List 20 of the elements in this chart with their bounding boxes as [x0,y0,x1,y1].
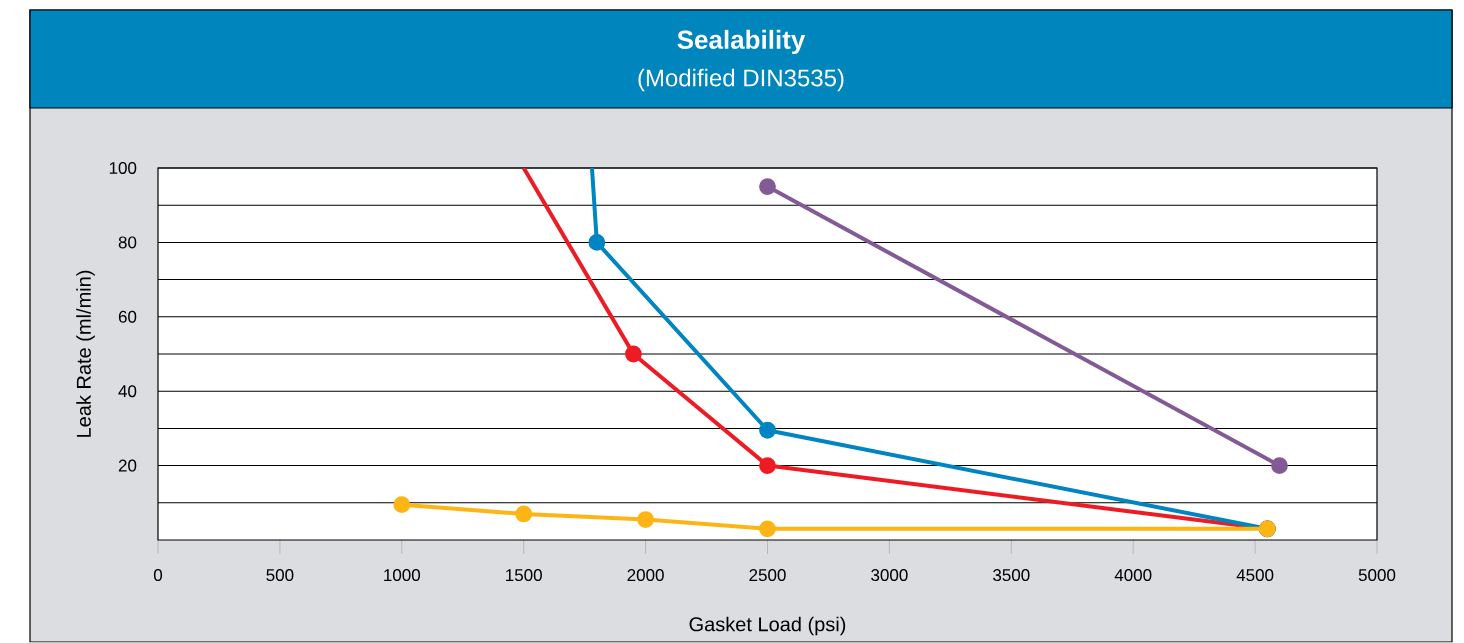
x-tick-label: 4500 [1236,569,1274,582]
chart-title: Sealability [677,30,806,55]
y-tick-label: 100 [109,162,137,175]
x-tick-label: 5000 [1358,569,1396,582]
y-tick-label: 20 [118,459,137,472]
x-tick-label: 2000 [627,569,664,582]
x-axis-title: Gasket Load (psi) [689,616,846,636]
x-tick-label: 4000 [1114,569,1152,582]
y-axis-title: Leak Rate (ml/min) [76,271,95,438]
x-tick-label: 3500 [993,569,1030,582]
x-tick-label: 500 [266,569,294,582]
x-tick-label: 1500 [506,569,542,582]
x-tick-label: 0 [153,569,163,582]
y-tick-label: 40 [118,385,137,398]
x-tick-label: 3000 [871,569,908,582]
y-tick-label: 60 [118,310,137,324]
x-tick-label: 1000 [384,569,421,582]
x-tick-label: 2500 [749,569,786,582]
chart-subtitle: (Modified DIN3535) [638,69,844,92]
y-tick-label: 80 [118,236,137,249]
